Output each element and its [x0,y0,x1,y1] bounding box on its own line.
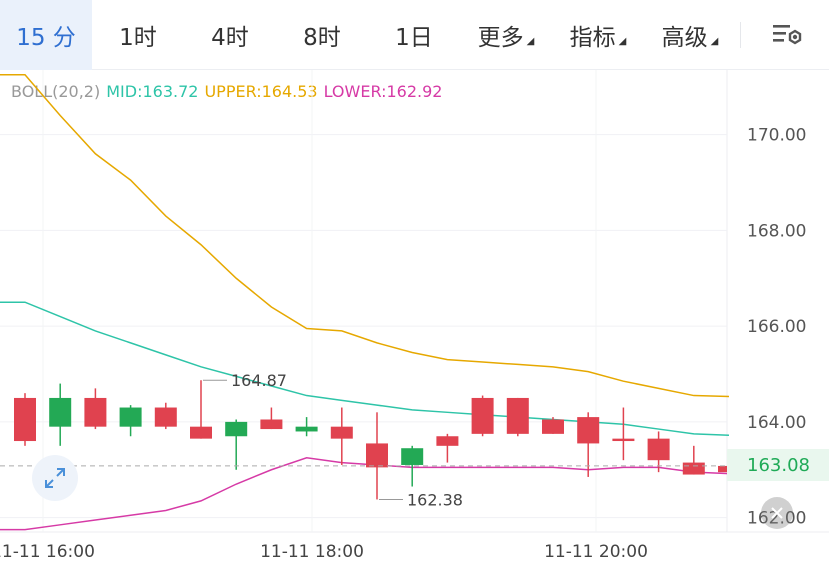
boll-mid-line [0,301,730,437]
expand-icon [45,468,65,488]
tab-advanced[interactable]: 高级 ◢ [661,24,719,51]
candle-body [295,426,318,432]
candle-body [471,397,494,434]
tab-4h[interactable]: 4时 [211,24,249,51]
candle-body [154,407,177,427]
dropdown-triangle-icon: ◢ [710,36,719,47]
dropdown-triangle-icon: ◢ [526,36,535,47]
boll-legend: BOLL(20,2) MID:163.72 UPPER:164.53 LOWER:16… [11,82,448,101]
candle [330,407,353,465]
candle-body [49,397,72,427]
tab-15min[interactable]: 15 分 [0,0,92,70]
chart-settings-button[interactable] [771,20,805,50]
candle [190,380,212,439]
tab-more[interactable]: 更多 ◢ [477,24,535,51]
chart-settings-icon [773,25,802,45]
candle-body [436,436,459,446]
tab-1h[interactable]: 1时 [119,24,157,51]
x-tick-label: 11-11 18:00 [260,542,364,562]
candle [612,407,635,461]
candle [260,407,283,430]
candle-body [190,426,212,439]
high-annotation: 164.87 [231,371,287,390]
candle [119,405,142,437]
candle [647,431,670,473]
tab-divider [740,22,741,48]
candle [436,433,459,463]
x-tick-label: 11-11 16:00 [0,542,95,562]
candle-body [401,448,424,465]
candle-body [647,438,670,461]
candle [506,397,529,437]
y-tick-label: 168.00 [747,221,806,241]
candle [154,402,177,430]
candle [295,417,318,437]
candle-body [366,443,388,468]
close-icon [771,507,783,519]
candle [682,445,705,475]
y-tick-label: 170.00 [747,126,806,146]
boll-mid: MID:163.72 [106,82,199,101]
boll-upper-line [0,74,730,398]
candle [14,393,36,446]
candle-body [330,426,353,439]
boll-bands [0,74,730,531]
axis-labels: 170.00 168.00 166.00 164.00 162.00 11-11 16:0… [0,126,806,562]
fullscreen-button[interactable] [32,455,78,501]
boll-upper: UPPER:164.53 [204,82,318,101]
current-price-badge: 163.08 [727,449,829,481]
y-tick-label: 162.00 [747,509,806,529]
candle-body [577,417,600,444]
candle [366,412,388,500]
candle [84,388,107,430]
candle-body [542,419,564,434]
low-annotation: 162.38 [407,490,463,509]
boll-lower-line [0,457,730,531]
tab-8h[interactable]: 8时 [303,24,341,51]
close-overlay-button[interactable] [761,497,793,529]
tab-indicators[interactable]: 指标 ◢ [569,24,627,51]
candle [401,445,424,487]
extreme-annotations: 164.87 162.38 [203,371,463,509]
timeframe-tab-bar: 15 分 1时 4时 8时 1日 更多 ◢ 指标 ◢ 高级 ◢ [0,0,829,70]
candle-body [682,462,705,475]
candle-body [14,397,36,442]
candle [471,395,494,437]
x-tick-label: 11-11 20:00 [544,542,648,562]
candles [14,380,740,500]
dropdown-triangle-icon: ◢ [618,36,627,47]
candle-body [119,407,142,427]
tab-1d[interactable]: 1日 [395,24,433,51]
candle-body [612,438,635,442]
candle-body [225,421,248,437]
candle-body [506,397,529,434]
y-tick-label: 166.00 [747,317,806,337]
y-tick-label: 164.00 [747,413,806,433]
candle [49,383,72,446]
boll-name: BOLL(20,2) [11,82,101,101]
candlestick-chart[interactable]: 170.00 168.00 166.00 164.00 162.00 11-11 16:0… [0,70,829,567]
candle [225,419,248,470]
candle [542,417,564,434]
candle-body [84,397,107,427]
candle-body [260,419,283,430]
boll-lower: LOWER:162.92 [323,82,443,101]
